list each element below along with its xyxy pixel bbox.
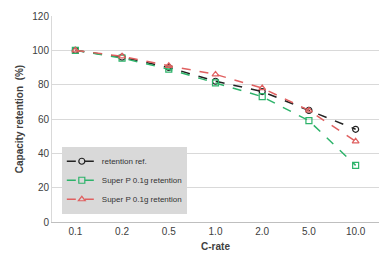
svg-text:0.5: 0.5 [162, 226, 176, 237]
svg-text:40: 40 [38, 148, 50, 159]
svg-text:0.1: 0.1 [68, 226, 82, 237]
svg-text:Capacity retention (%): Capacity retention (%) [14, 65, 25, 173]
svg-text:10.0: 10.0 [346, 226, 366, 237]
svg-text:100: 100 [32, 45, 49, 56]
svg-text:1.0: 1.0 [209, 226, 223, 237]
svg-text:120: 120 [32, 11, 49, 22]
svg-text:0: 0 [43, 217, 49, 228]
svg-text:0.2: 0.2 [115, 226, 129, 237]
svg-text:60: 60 [38, 114, 50, 125]
svg-text:Super P 0.1g retention: Super P 0.1g retention [102, 176, 182, 185]
svg-text:Super P 0.1g retention: Super P 0.1g retention [102, 195, 182, 204]
svg-text:20: 20 [38, 182, 50, 193]
svg-text:80: 80 [38, 79, 50, 90]
svg-text:2.0: 2.0 [255, 226, 269, 237]
svg-text:retention ref.: retention ref. [102, 157, 147, 166]
svg-text:C-rate: C-rate [201, 241, 230, 252]
svg-text:5.0: 5.0 [302, 226, 316, 237]
